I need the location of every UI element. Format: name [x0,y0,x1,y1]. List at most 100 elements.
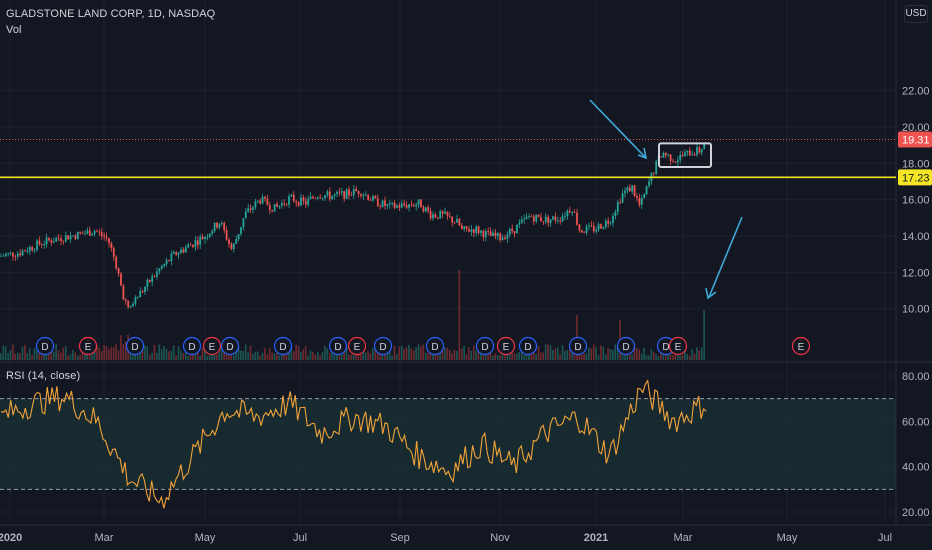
dividend-marker [35,336,55,356]
volume-bar [470,350,473,360]
volume-bar [571,348,573,360]
candle-body [691,154,694,156]
candle-body [583,232,586,234]
volume-bar [650,348,653,360]
volume-bar [696,347,698,360]
volume-bar [136,353,139,360]
candle-body [362,194,365,196]
candle-body [460,225,463,229]
volume-bar [55,344,57,360]
volume-bar [391,355,393,360]
volume-bar [441,350,444,360]
candle-body [60,238,62,242]
volume-bar [583,353,585,360]
volume-bar [295,344,297,360]
candle-body [386,204,389,206]
rsi-tick-label: 80.00 [902,371,930,383]
dividend-marker [220,336,240,356]
volume-bar [64,346,67,360]
volume-bar [475,350,477,360]
volume-bar [487,353,489,360]
volume-bar [276,352,278,360]
volume-bar [28,348,31,360]
candle-body [616,202,619,212]
volume-bar [374,344,377,360]
candle-body [156,271,158,277]
candle-body [259,200,262,204]
volume-bar [458,270,461,360]
candle-body [496,233,499,237]
candle-body [62,241,65,242]
volume-bar [4,346,7,360]
candle-body [235,239,238,244]
candle-body [345,189,348,199]
candle-body [57,238,60,239]
candle-body [276,203,278,207]
volume-bar [321,352,324,360]
candle-body [91,234,94,236]
candle-body [79,231,82,234]
volume-bar [76,355,79,360]
candle-body [374,195,377,199]
volume-bar [264,348,266,360]
volume-bar [216,354,218,360]
event-marker-letter: D [334,342,341,353]
volume-bar [31,354,33,360]
candle-body [446,211,449,216]
candle-body [379,206,382,208]
time-tick-label: Nov [490,532,510,544]
volume-bar [400,345,403,360]
currency-badge[interactable]: USD [904,5,928,23]
candle-body [580,230,583,233]
volume-bar [693,353,696,360]
dividend-marker [616,336,636,356]
volume-bar [237,347,240,360]
volume-bar [36,350,38,360]
event-marker-letter: E [85,342,92,353]
support-price-tag [898,169,932,186]
price-tick-label: 14.00 [902,231,930,243]
candle-body [388,202,391,205]
candle-body [163,264,166,266]
candle-body [278,205,281,207]
candle-body [206,236,209,238]
candle-body [208,233,211,237]
volume-bar [424,352,427,360]
volume-arrowhead [705,287,717,300]
volume-bar [376,350,379,360]
candle-body [398,205,401,208]
candle-body [648,181,650,187]
volume-bar [48,351,50,360]
volume-bar [302,349,305,360]
candle-body [172,252,175,254]
rsi-panel [0,379,896,509]
volume-bar [9,350,12,360]
candle-body [168,260,170,262]
candle-body [127,300,130,308]
candle-body [324,195,326,198]
candle-body [631,185,634,192]
candle-body [316,197,319,199]
volume-bar [110,346,113,360]
candle-body [319,197,322,199]
volume-bar [499,355,501,360]
volume-bar [16,352,19,360]
candle-body [424,207,427,212]
candle-body [314,198,317,200]
candle-body [204,237,206,240]
candle-body [72,235,74,237]
breakout-arrowhead [637,147,648,160]
event-marker-letter: D [279,342,286,353]
time-tick-label: Sep [390,532,410,544]
volume-bar [444,347,446,360]
candle-body [105,236,108,239]
volume-bar [98,347,101,360]
volume-bar [549,345,552,360]
candle-body [607,220,610,224]
candle-body [703,143,706,150]
volume-bar [223,350,225,360]
candle-body [441,211,444,214]
candle-body [513,231,516,234]
candle-body [451,216,454,223]
